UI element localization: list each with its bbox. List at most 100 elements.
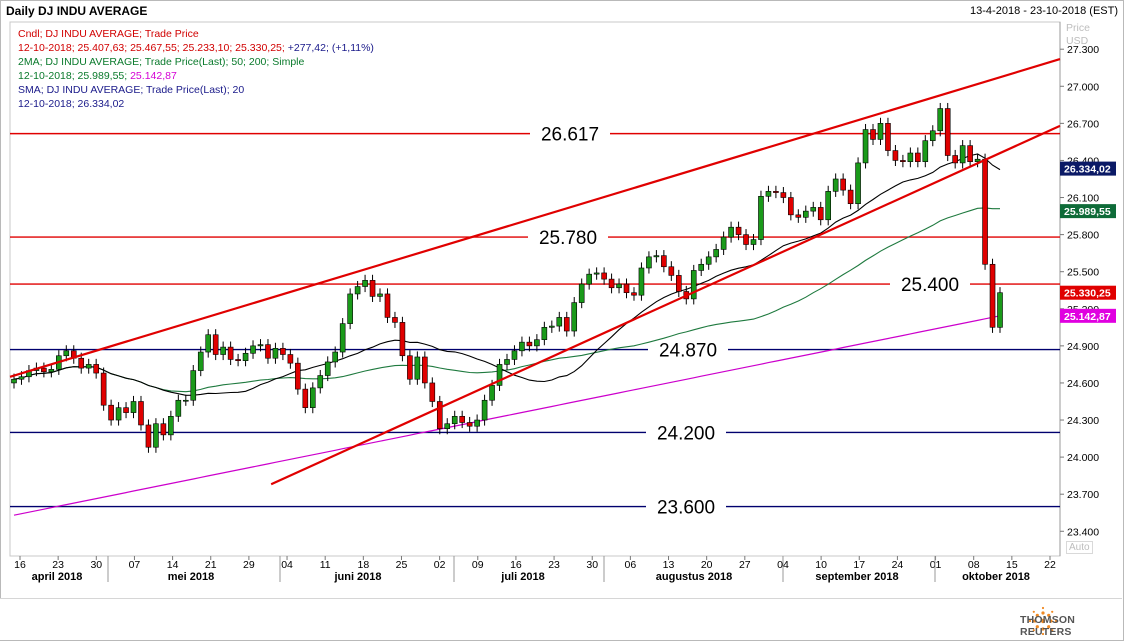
x-tick-label: 17 (853, 559, 865, 571)
candle-body (287, 354, 294, 364)
x-tick-label: 27 (739, 559, 751, 571)
candle (601, 267, 607, 285)
trendline (9, 58, 1061, 378)
candle-body (593, 272, 600, 275)
candle (578, 278, 585, 309)
candle (466, 416, 473, 432)
candle (280, 342, 286, 361)
brand-name: THOMSON REUTERS (1020, 614, 1076, 638)
month-label: juli 2018 (500, 571, 544, 583)
candle-body (11, 378, 17, 384)
candle-body (832, 178, 839, 192)
y-tick-label: 27.300 (1067, 44, 1099, 56)
x-tick-label: 30 (586, 559, 598, 571)
candle-body (227, 346, 234, 360)
candle-body (422, 356, 428, 384)
candle (556, 311, 563, 332)
candle-body (795, 214, 802, 218)
y-tick-label: 24.300 (1067, 415, 1099, 427)
x-tick-label: 20 (701, 559, 713, 571)
candle-body (892, 150, 899, 161)
candle (623, 278, 630, 299)
ma50-line (13, 207, 1000, 393)
candle-body (295, 362, 301, 390)
candle (369, 274, 376, 302)
candlestick-chart[interactable]: 27.30027.00026.70026.40026.10025.80025.5… (0, 0, 1124, 600)
candle-body (257, 344, 264, 347)
candle-body (817, 207, 824, 221)
candle (123, 402, 129, 419)
candle (668, 261, 675, 281)
candle-body (616, 283, 622, 289)
x-tick-label: 01 (930, 559, 942, 571)
y-tick-label: 27.000 (1067, 81, 1099, 93)
x-tick-label: 13 (663, 559, 675, 571)
candle (832, 173, 839, 197)
candle (227, 341, 234, 366)
y-tick-label: 23.400 (1067, 526, 1099, 538)
candle-body (780, 192, 787, 198)
legend-ma-label: 2MA; DJ INDU AVERAGE; Trade Price(Last);… (18, 56, 305, 68)
candle-body (937, 108, 944, 132)
candle (743, 229, 749, 251)
candle (130, 395, 137, 419)
candle-body (414, 356, 421, 380)
x-tick-label: 04 (281, 559, 293, 571)
level-label: 25.400 (901, 275, 959, 296)
candle-body (354, 286, 361, 295)
candle-body (511, 350, 518, 360)
candle-body (138, 401, 144, 426)
candle (989, 258, 996, 333)
candle (392, 311, 398, 328)
candle (422, 351, 428, 389)
candle (48, 363, 55, 378)
y-tick-label: 26.100 (1067, 193, 1099, 205)
candle-body (332, 351, 338, 363)
candle-body (735, 226, 742, 235)
candle (676, 269, 682, 298)
x-tick-label: 02 (434, 559, 446, 571)
candle (93, 358, 99, 379)
candle (519, 336, 525, 357)
x-tick-label: 21 (205, 559, 217, 571)
candle (287, 348, 294, 369)
candle-body (309, 387, 316, 408)
candle (720, 231, 727, 256)
month-label: april 2018 (32, 571, 83, 583)
candle (713, 243, 719, 263)
candle-body (324, 361, 331, 376)
ma200-line (13, 315, 1001, 516)
candle-body (481, 399, 488, 421)
candle-body (429, 382, 436, 402)
candle-body (280, 348, 286, 355)
candle (504, 353, 510, 370)
candle (138, 395, 144, 431)
auto-scale-button[interactable]: Auto (1066, 541, 1093, 554)
candle-body (153, 423, 159, 448)
candle-body (944, 108, 951, 156)
value-tag (1060, 308, 1116, 323)
candle-body (369, 280, 376, 297)
candle-body (661, 255, 667, 268)
candle-body (317, 375, 324, 389)
legend-ma50-value: 12-10-2018; 25.989,55; (18, 70, 131, 82)
x-tick-label: 22 (1044, 559, 1056, 571)
candle-body (183, 399, 189, 402)
candle (795, 209, 802, 223)
candle (840, 173, 846, 196)
candle-body (18, 376, 25, 380)
candle (937, 102, 944, 137)
candle-body (563, 317, 570, 332)
candle-body (885, 123, 891, 151)
candle-body (750, 239, 757, 245)
month-label: juni 2018 (333, 571, 381, 583)
candle (802, 205, 809, 223)
candle (817, 201, 824, 226)
trendline (270, 124, 1061, 486)
candle-body (974, 158, 981, 162)
candle-body (436, 401, 443, 429)
candle-body (302, 388, 309, 408)
x-tick-label: 10 (815, 559, 827, 571)
candle (758, 190, 764, 246)
month-label: augustus 2018 (656, 571, 732, 583)
